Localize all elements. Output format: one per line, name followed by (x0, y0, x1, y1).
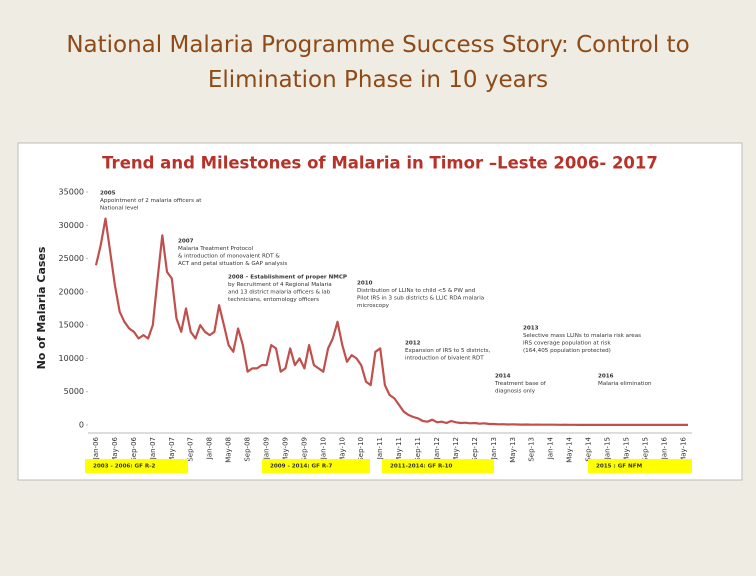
annotation: Treatment base of (494, 381, 547, 387)
annotation: ACT and petal situation & GAP analysis (178, 261, 287, 267)
y-tick-label: 35000 (59, 188, 84, 197)
annotation: and 13 district malaria officers & lab (228, 290, 331, 296)
x-tick-label: May-06 (111, 436, 119, 462)
annotation: Expansion of IRS to 5 districts, (405, 348, 491, 354)
x-tick-label: May-08 (225, 437, 233, 463)
x-tick-label: Sep-11 (414, 437, 422, 462)
x-tick-label: May-13 (509, 437, 517, 463)
x-tick-label: Jan-08 (206, 437, 214, 460)
x-tick-label: Jan-10 (319, 437, 327, 460)
annotation: 2016 (598, 374, 614, 380)
y-tick-label: 25000 (59, 254, 84, 263)
chart-frame (17, 142, 743, 481)
x-tick-label: Sep-12 (471, 437, 479, 462)
y-tick-label: 10000 (59, 354, 84, 363)
annotation: Malaria elimination (598, 381, 652, 387)
x-tick-label: May-12 (452, 437, 460, 463)
x-tick-label: Jan-09 (262, 437, 270, 460)
x-tick-label: May-07 (168, 437, 176, 463)
y-tick-label: 0 (79, 421, 84, 430)
annotation: diagnosis only (495, 389, 536, 395)
x-tick-label: May-15 (622, 437, 630, 463)
annotation: 2013 (523, 326, 539, 332)
annotation: introduction of bivalent RDT (405, 356, 484, 362)
annotation: National level (100, 206, 139, 212)
x-tick-label: Jan-13 (490, 437, 498, 460)
x-tick-label: Jan-16 (660, 436, 668, 460)
x-tick-label: Sep-06 (130, 436, 138, 461)
funding-label: 2009 - 2014: GF R-7 (270, 464, 333, 470)
funding-label: 2011-2014: GF R-10 (390, 464, 453, 470)
annotation: (164,405 population protected) (523, 348, 611, 354)
x-tick-label: Sep-14 (585, 436, 593, 461)
x-tick-label: Sep-10 (357, 437, 365, 462)
y-axis-label: No of Malaria Cases (35, 246, 48, 369)
annotation: 2012 (405, 341, 421, 347)
y-tick-label: 15000 (59, 321, 84, 330)
x-tick-label: Jan-14 (547, 436, 555, 460)
x-tick-label: Sep-15 (641, 437, 649, 462)
x-tick-label: Sep-09 (300, 437, 308, 462)
annotation: 2014 (495, 374, 511, 380)
funding-box (85, 459, 188, 473)
x-tick-label: May-16 (679, 436, 687, 462)
annotation: 2010 (357, 281, 373, 287)
funding-box (588, 459, 692, 473)
x-tick-label: Sep-13 (528, 437, 536, 462)
annotation: microscopy (357, 303, 390, 309)
funding-label: 2003 - 2006: GF R-2 (93, 464, 156, 470)
annotation: IRS coverage population at risk (523, 341, 611, 347)
x-tick-label: Jan-15 (603, 437, 611, 460)
annotation: Malaria Treatment Protocol (178, 246, 254, 252)
annotation: & introduction of monovalent RDT & (178, 254, 280, 260)
data-line (94, 217, 688, 426)
x-tick-label: Jan-12 (433, 437, 441, 460)
x-tick-label: Jan-11 (376, 437, 384, 460)
annotation: 2005 (100, 191, 116, 197)
x-tick-label: Sep-08 (244, 437, 252, 462)
annotation: Distribution of LLINs to child <5 & PW a… (357, 288, 476, 294)
y-tick-label: 30000 (59, 221, 84, 230)
chart-title: Trend and Milestones of Malaria in Timor… (102, 154, 658, 173)
annotation: Pilot IRS in 3 sub districts & LLIC RDA … (357, 296, 484, 302)
x-tick-label: Sep-07 (187, 437, 195, 462)
x-tick-label: May-10 (338, 437, 346, 463)
annotation: 2007 (178, 239, 194, 245)
annotation: Selective mass LLINs to malaria risk are… (523, 333, 641, 339)
slide-title: National Malaria Programme Success Story… (66, 32, 690, 93)
x-tick-label: May-11 (395, 437, 403, 463)
x-tick-label: Jan-07 (149, 437, 157, 460)
annotation: Appointment of 2 malaria officers at (100, 198, 202, 204)
annotation: technicians, entomology officers (228, 297, 319, 303)
funding-box (382, 459, 494, 473)
funding-box (262, 459, 370, 473)
annotation: 2008 – Establishment of proper NMCP (228, 275, 347, 281)
x-tick-label: May-14 (566, 436, 574, 462)
funding-label: 2015 : GF NFM (596, 464, 643, 470)
x-tick-label: Jan-06 (92, 436, 100, 460)
y-tick-label: 20000 (59, 287, 84, 296)
x-tick-label: May-09 (281, 437, 289, 463)
annotation: by Recruitment of 4 Regional Malaria (228, 282, 332, 288)
y-tick-label: 5000 (64, 387, 84, 396)
